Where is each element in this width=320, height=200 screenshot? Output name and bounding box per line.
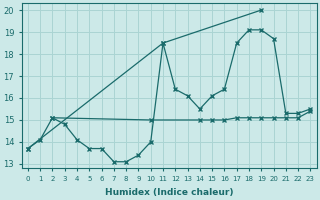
X-axis label: Humidex (Indice chaleur): Humidex (Indice chaleur): [105, 188, 233, 197]
